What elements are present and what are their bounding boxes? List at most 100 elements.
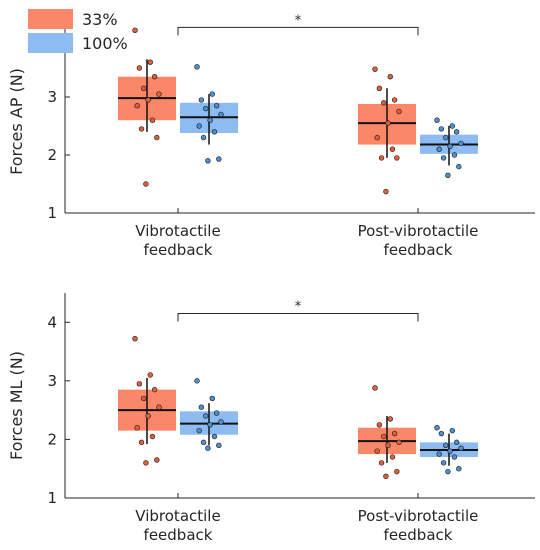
data-point <box>205 158 211 164</box>
data-point <box>391 97 398 103</box>
data-point <box>147 372 153 378</box>
data-point <box>145 97 151 103</box>
data-point <box>132 27 138 33</box>
data-point <box>196 123 202 129</box>
data-point <box>213 102 220 109</box>
data-point <box>391 430 398 437</box>
data-point <box>443 442 449 448</box>
data-point <box>194 378 200 384</box>
y-tick-label: 4 <box>47 313 57 331</box>
data-point <box>138 439 145 446</box>
panel-forces-ml: 1 2 3 4 Vibrotactile feedback Post-vibrotactil… <box>7 293 535 544</box>
data-point <box>449 427 455 434</box>
data-point <box>385 442 391 448</box>
data-point <box>218 419 224 425</box>
y-axis-label: Forces AP (N) <box>7 68 26 175</box>
x-category-label: Vibrotactile feedback <box>135 507 220 544</box>
data-point <box>134 102 140 109</box>
data-point <box>209 395 215 402</box>
data-point <box>218 111 224 118</box>
data-point <box>458 140 464 147</box>
data-point <box>141 395 147 402</box>
data-point <box>207 422 213 428</box>
data-point <box>200 134 207 141</box>
y-axis-label: Forces ML (N) <box>7 351 26 460</box>
data-point <box>394 155 400 161</box>
data-point <box>445 468 451 475</box>
data-point <box>136 381 143 387</box>
legend: 33% 100% <box>28 9 128 53</box>
data-point <box>216 442 222 448</box>
data-point <box>196 427 202 434</box>
data-point <box>396 108 402 115</box>
data-point <box>436 146 442 152</box>
data-point <box>200 439 207 446</box>
data-point <box>138 126 145 132</box>
data-point <box>387 73 393 80</box>
data-point <box>378 460 385 466</box>
data-point <box>434 117 440 123</box>
data-point <box>438 430 445 437</box>
data-point <box>156 91 162 97</box>
legend-label-100: 100% <box>82 34 128 53</box>
significance-bracket <box>177 313 419 322</box>
data-point <box>198 404 205 410</box>
data-point <box>453 439 460 446</box>
y-tick-label: 3 <box>47 88 57 106</box>
data-point <box>456 466 462 472</box>
data-point <box>447 143 453 150</box>
y-tick-label: 2 <box>47 430 57 448</box>
data-point <box>198 97 205 103</box>
data-point <box>376 422 383 428</box>
data-point <box>381 433 387 440</box>
y-tick-label: 1 <box>47 204 57 222</box>
data-point <box>207 117 213 123</box>
data-point <box>156 404 162 410</box>
data-point <box>381 100 387 106</box>
data-point <box>445 172 451 179</box>
data-point <box>383 188 389 195</box>
data-point <box>396 439 402 446</box>
data-point <box>203 413 209 419</box>
data-point <box>372 66 378 72</box>
data-point <box>438 126 445 132</box>
data-point <box>132 335 138 342</box>
data-point <box>394 468 400 475</box>
legend-swatch-100 <box>28 33 73 53</box>
y-tick-label: 2 <box>47 146 57 164</box>
x-category-label: Post-vibrotactile feedback <box>358 507 479 544</box>
data-point <box>389 146 396 152</box>
data-point <box>141 85 147 92</box>
data-point <box>136 65 143 71</box>
data-point <box>436 451 442 457</box>
significance-bracket <box>177 26 419 36</box>
data-point <box>147 59 153 65</box>
data-point <box>154 134 160 141</box>
legend-swatch-33 <box>28 9 73 29</box>
data-point <box>449 123 455 129</box>
data-point <box>387 416 393 422</box>
data-point <box>447 448 453 454</box>
data-point <box>143 460 149 466</box>
data-point <box>451 454 458 460</box>
data-point <box>194 64 200 70</box>
legend-label-33: 33% <box>82 10 118 29</box>
x-category-label: Vibrotactile feedback <box>135 222 220 259</box>
panel-forces-ap: 1234VibrotactilefeedbackPost-vibrotactil… <box>7 10 535 259</box>
data-point <box>145 413 151 419</box>
data-point <box>451 152 458 158</box>
data-point <box>378 155 385 161</box>
data-point <box>151 73 158 80</box>
data-point <box>440 155 447 161</box>
y-tick-label: 1 <box>47 489 57 507</box>
data-point <box>149 117 156 123</box>
data-point <box>209 91 215 97</box>
data-point <box>203 105 209 112</box>
data-point <box>134 425 140 431</box>
data-point <box>216 156 222 162</box>
data-point <box>374 134 380 141</box>
data-point <box>440 460 447 466</box>
data-point <box>154 457 160 463</box>
data-point <box>389 454 396 460</box>
